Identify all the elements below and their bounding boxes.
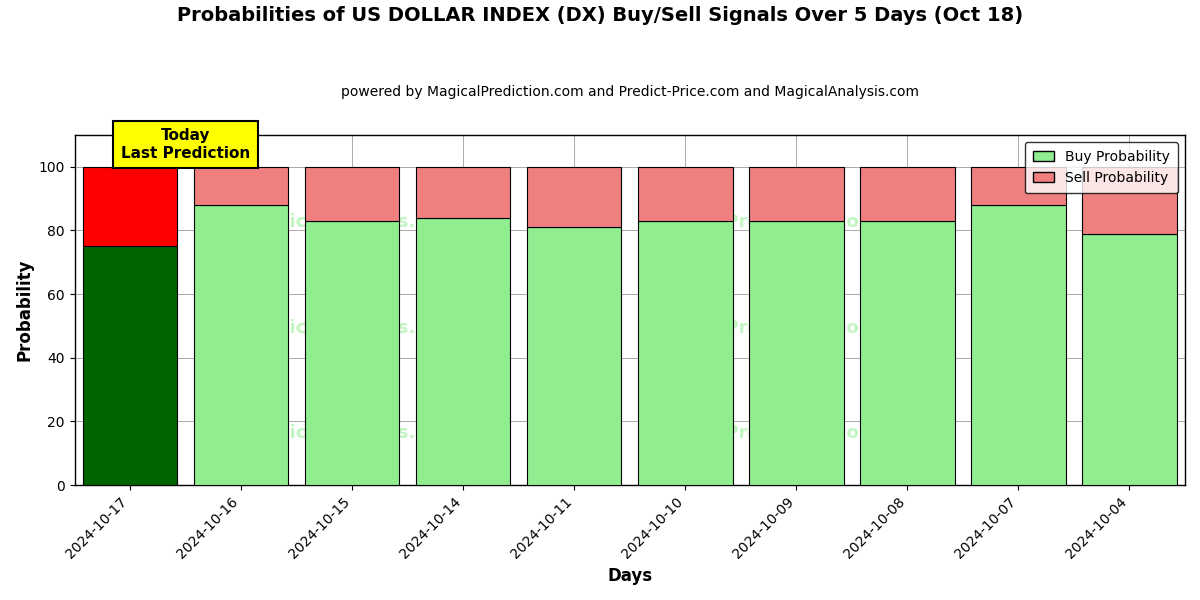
Bar bbox=[305, 167, 400, 221]
Bar bbox=[416, 218, 510, 485]
Text: Today
Last Prediction: Today Last Prediction bbox=[121, 128, 251, 161]
Text: MagicalPrediction.com: MagicalPrediction.com bbox=[648, 319, 878, 337]
Bar bbox=[416, 167, 510, 218]
Text: MagicalAnalysis.com: MagicalAnalysis.com bbox=[247, 319, 457, 337]
Bar bbox=[194, 167, 288, 205]
Text: MagicalAnalysis.com: MagicalAnalysis.com bbox=[247, 424, 457, 442]
Bar bbox=[527, 227, 622, 485]
X-axis label: Days: Days bbox=[607, 567, 653, 585]
Bar bbox=[1082, 167, 1177, 233]
Bar bbox=[194, 205, 288, 485]
Bar bbox=[971, 167, 1066, 205]
Bar bbox=[860, 167, 955, 221]
Bar bbox=[1082, 233, 1177, 485]
Bar bbox=[83, 247, 178, 485]
Text: MagicalPrediction.com: MagicalPrediction.com bbox=[648, 424, 878, 442]
Y-axis label: Probability: Probability bbox=[16, 259, 34, 361]
Bar bbox=[305, 221, 400, 485]
Bar bbox=[83, 167, 178, 247]
Bar bbox=[527, 167, 622, 227]
Bar bbox=[971, 205, 1066, 485]
Text: MagicalAnalysis.com: MagicalAnalysis.com bbox=[247, 214, 457, 232]
Text: Probabilities of US DOLLAR INDEX (DX) Buy/Sell Signals Over 5 Days (Oct 18): Probabilities of US DOLLAR INDEX (DX) Bu… bbox=[176, 6, 1024, 25]
Bar bbox=[749, 221, 844, 485]
Bar bbox=[638, 167, 732, 221]
Bar bbox=[749, 167, 844, 221]
Bar bbox=[638, 221, 732, 485]
Text: MagicalPrediction.com: MagicalPrediction.com bbox=[648, 214, 878, 232]
Title: powered by MagicalPrediction.com and Predict-Price.com and MagicalAnalysis.com: powered by MagicalPrediction.com and Pre… bbox=[341, 85, 919, 99]
Bar bbox=[860, 221, 955, 485]
Legend: Buy Probability, Sell Probability: Buy Probability, Sell Probability bbox=[1025, 142, 1178, 193]
